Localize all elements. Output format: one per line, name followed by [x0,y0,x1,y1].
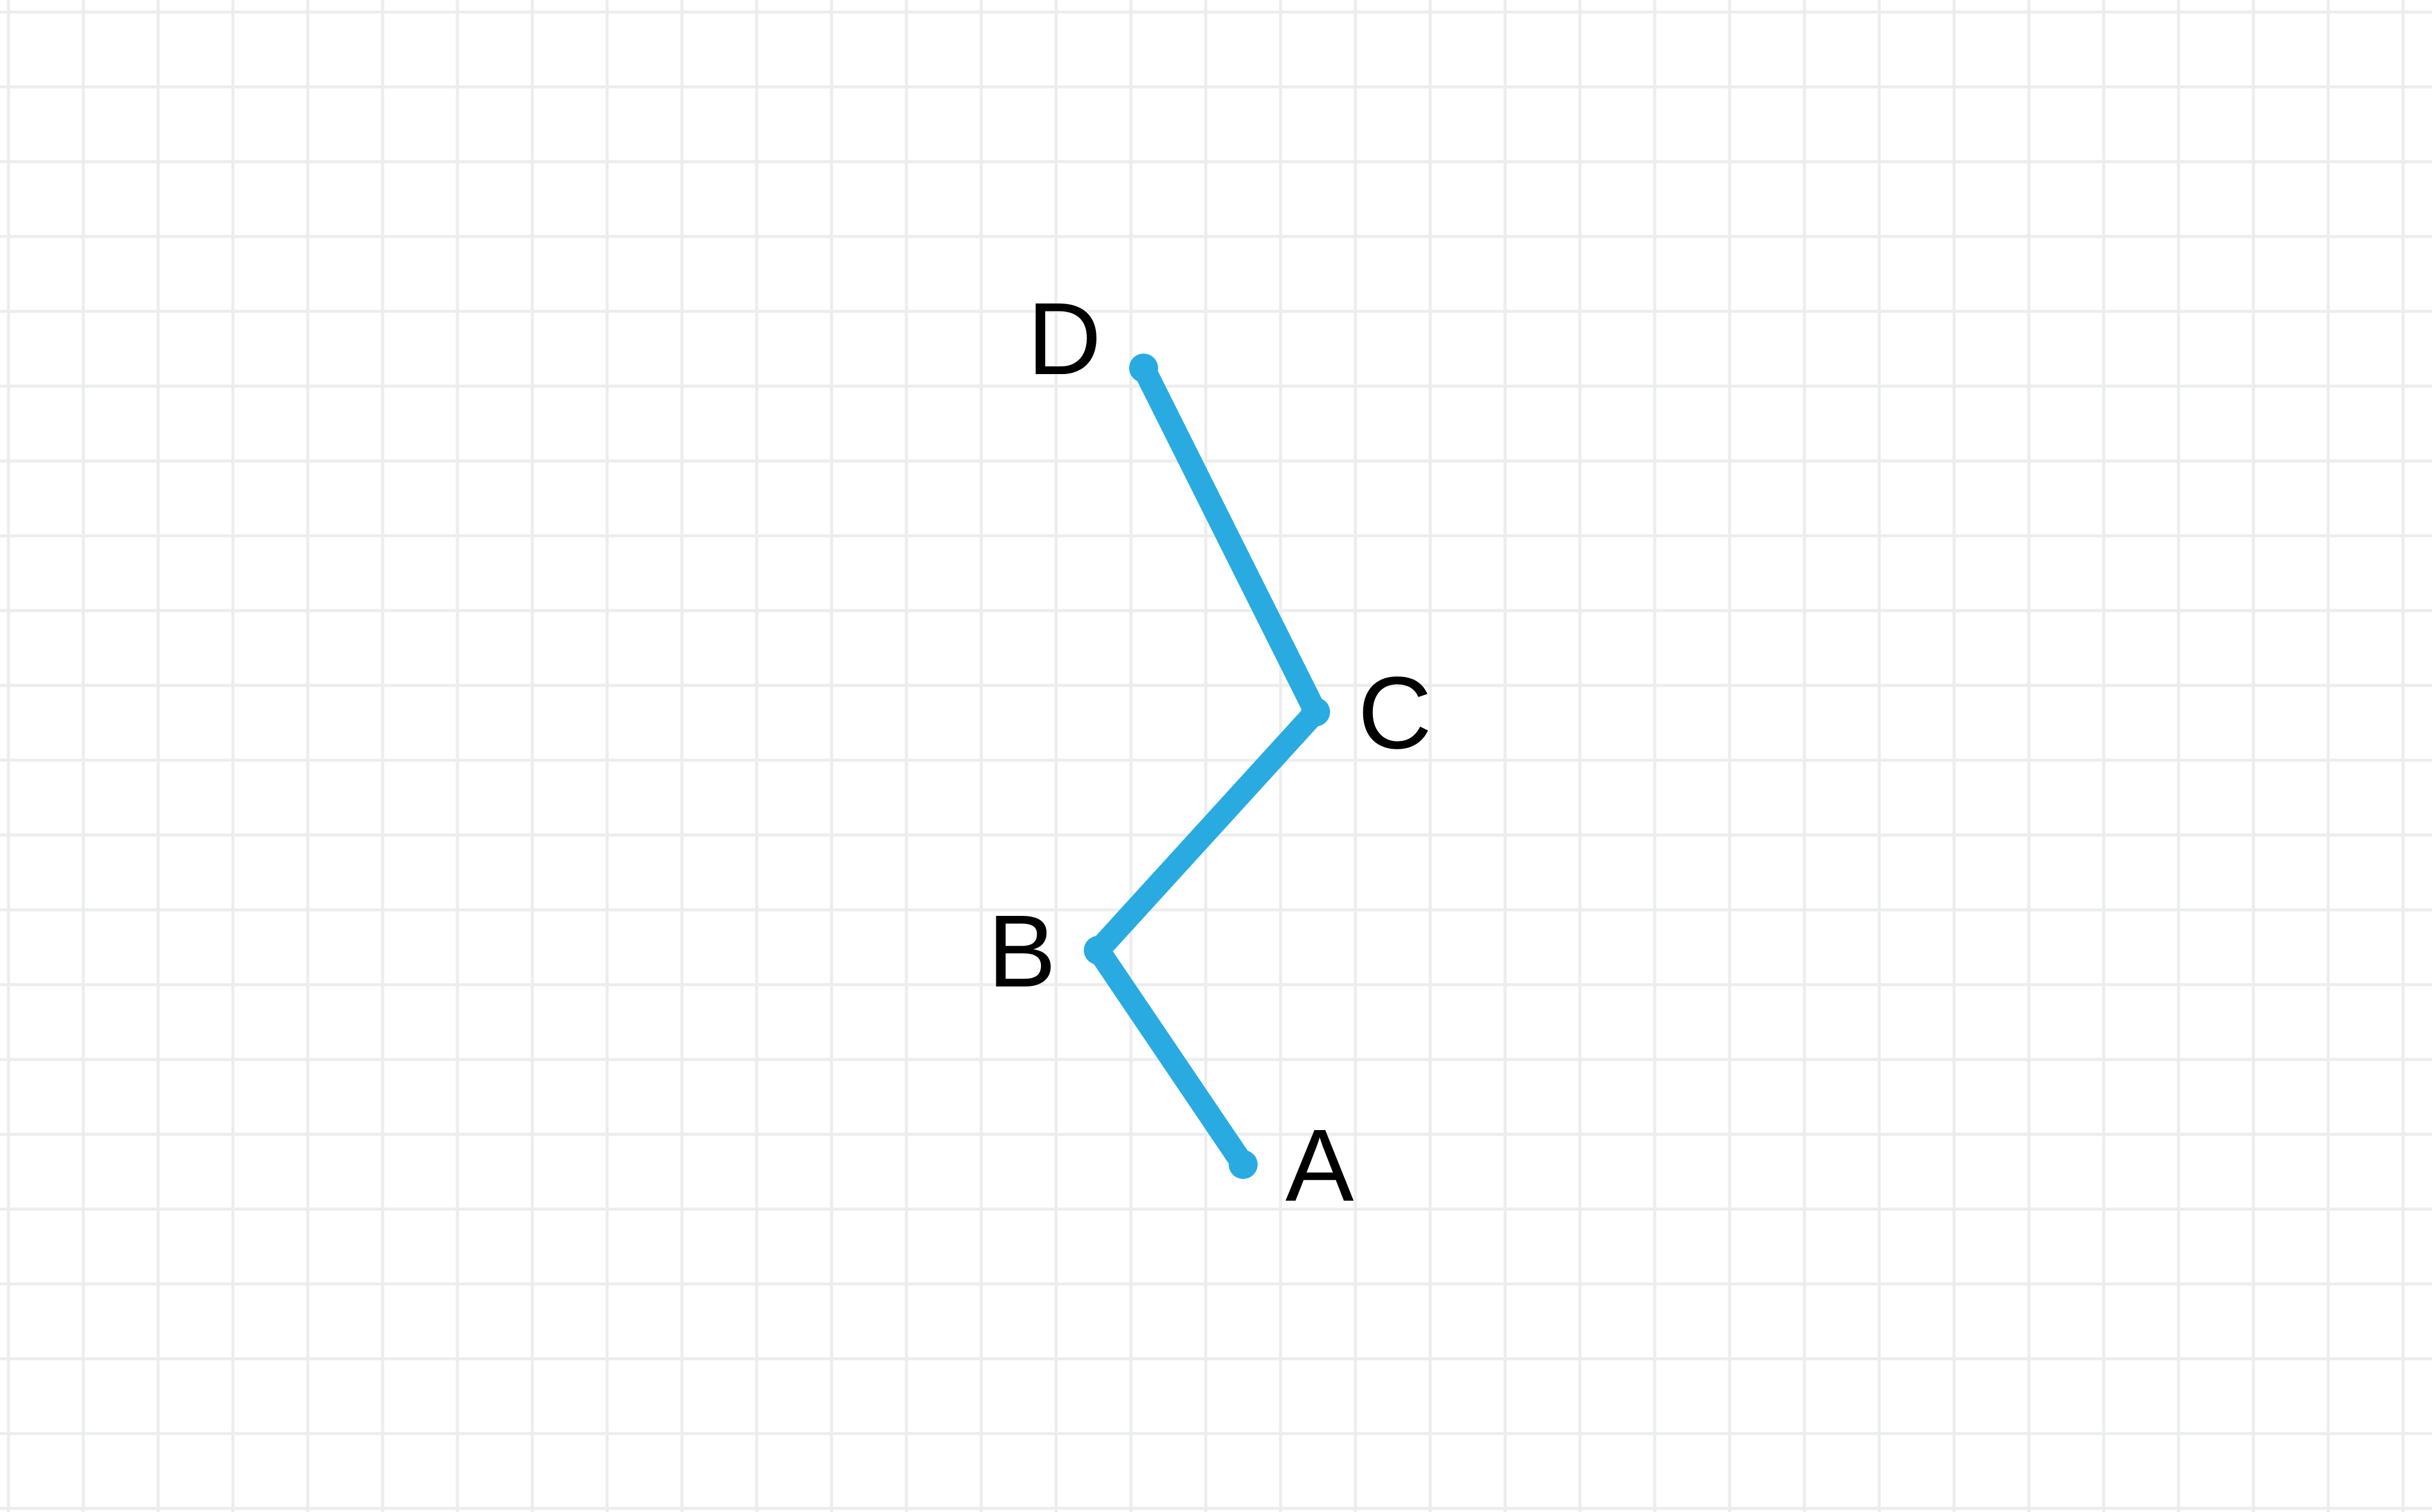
node-D [1129,354,1158,383]
label-D: D [1027,282,1101,396]
node-B [1084,936,1113,965]
label-C: C [1358,656,1432,770]
label-B: B [988,894,1056,1009]
node-A [1229,1150,1258,1179]
node-C [1301,697,1330,726]
label-A: A [1285,1108,1354,1223]
diagram-canvas: A B C D [0,0,2432,1512]
